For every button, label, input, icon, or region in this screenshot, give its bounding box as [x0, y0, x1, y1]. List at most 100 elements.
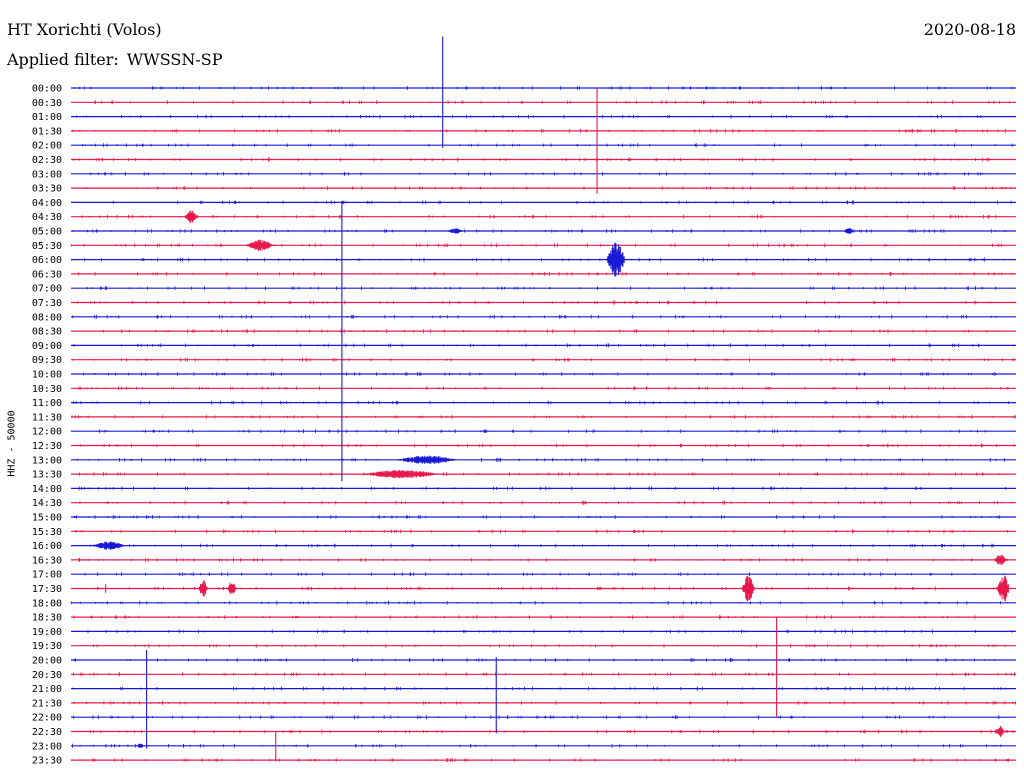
trace-noise	[84, 257, 1005, 262]
trace-noise	[72, 229, 1007, 233]
event-burst	[606, 242, 626, 277]
trace-noise	[76, 457, 1005, 462]
trace-noise	[74, 500, 1013, 505]
event-burst	[447, 228, 463, 234]
row-time-label: 19:30	[32, 641, 62, 652]
row-time-label: 17:30	[32, 584, 62, 595]
trace-noise	[90, 543, 1008, 548]
row-time-label: 05:00	[32, 227, 62, 238]
trace-noise	[76, 114, 982, 119]
trace-noise	[74, 515, 1001, 519]
row-time-label: 15:30	[32, 527, 62, 538]
trace-noise	[78, 271, 1013, 276]
trace-noise	[79, 472, 1000, 477]
filter-value: WWSSN-SP	[126, 50, 223, 69]
event-burst	[994, 554, 1007, 565]
trace-noise	[80, 443, 1015, 448]
filter-label: Applied filter:	[7, 50, 119, 69]
trace-noise	[70, 600, 1001, 605]
row-time-label: 12:30	[32, 441, 62, 452]
event-burst	[227, 582, 237, 595]
event-burst	[198, 580, 208, 597]
event-burst	[91, 541, 126, 550]
trace-noise	[83, 372, 996, 376]
trace-noise	[73, 343, 1014, 348]
trace-noise	[73, 615, 992, 620]
row-time-label: 05:30	[32, 241, 62, 252]
trace-noise	[73, 715, 1000, 720]
trace-noise	[73, 672, 1015, 677]
row-time-label: 09:00	[32, 341, 62, 352]
trace-noise	[90, 171, 983, 176]
row-time-label: 03:00	[32, 169, 62, 180]
trace-noise	[73, 157, 989, 162]
row-time-label: 00:30	[32, 98, 62, 109]
row-time-label: 12:00	[32, 427, 62, 438]
trace-noise	[79, 86, 1013, 90]
event-marks	[91, 36, 1010, 762]
row-time-label: 08:30	[32, 327, 62, 338]
row-time-label: 07:00	[32, 284, 62, 295]
row-time-label: 11:30	[32, 412, 62, 423]
row-time-label: 14:30	[32, 498, 62, 509]
row-time-label: 02:30	[32, 155, 62, 166]
row-time-label: 18:00	[32, 598, 62, 609]
row-time-label: 18:30	[32, 613, 62, 624]
row-time-label: 13:00	[32, 455, 62, 466]
filter-line: Applied filter: WWSSN-SP	[7, 51, 222, 69]
event-burst	[137, 743, 144, 748]
row-time-label: 16:00	[32, 541, 62, 552]
trace-noise	[84, 572, 1004, 577]
row-time-label: 10:00	[32, 370, 62, 381]
row-time-label: 11:00	[32, 398, 62, 409]
event-burst	[184, 210, 197, 224]
row-time-label: 10:30	[32, 384, 62, 395]
trace-noise	[81, 214, 997, 219]
trace-noise	[73, 658, 995, 662]
trace-noise	[84, 186, 1016, 191]
trace-noise	[86, 286, 1010, 291]
trace-noise	[93, 586, 1006, 591]
trace-noise	[87, 643, 1006, 648]
trace-noise	[99, 429, 986, 434]
trace-noise	[78, 386, 1009, 391]
event-burst	[246, 239, 274, 251]
row-time-label: 21:30	[32, 698, 62, 709]
row-time-label: 20:30	[32, 670, 62, 681]
trace-noise	[71, 414, 1016, 419]
event-burst	[362, 469, 441, 479]
trace-noise	[72, 743, 1002, 748]
row-time-label: 22:30	[32, 727, 62, 738]
trace-noise	[72, 314, 997, 319]
row-time-label: 09:30	[32, 355, 62, 366]
trace-noise	[94, 100, 1010, 105]
row-time-label: 14:00	[32, 484, 62, 495]
row-time-label: 00:00	[32, 84, 62, 95]
row-time-label: 04:30	[32, 212, 62, 223]
row-time-label: 20:00	[32, 656, 62, 667]
row-time-label: 06:00	[32, 255, 62, 266]
row-time-label: 15:00	[32, 513, 62, 524]
trace-noise	[87, 629, 1013, 634]
trace-noise	[71, 758, 1009, 763]
row-time-label: 08:00	[32, 312, 62, 323]
trace-noise	[72, 357, 1015, 362]
row-time-label: 01:30	[32, 126, 62, 137]
row-time-label: 23:30	[32, 756, 62, 767]
row-time-label: 01:00	[32, 112, 62, 123]
row-time-label: 23:00	[32, 741, 62, 752]
trace-noise	[72, 686, 1006, 691]
trace-noise	[73, 700, 1016, 705]
row-time-label: 21:00	[32, 684, 62, 695]
trace-noise	[103, 329, 995, 334]
trace-noise	[74, 200, 1012, 205]
trace-noise	[78, 486, 1006, 491]
event-burst	[995, 726, 1005, 737]
trace-noise	[70, 243, 1002, 248]
event-burst	[844, 228, 854, 234]
row-time-label: 02:00	[32, 141, 62, 152]
row-time-label: 17:00	[32, 570, 62, 581]
row-time-label: 13:30	[32, 470, 62, 481]
row-time-label: 07:30	[32, 298, 62, 309]
